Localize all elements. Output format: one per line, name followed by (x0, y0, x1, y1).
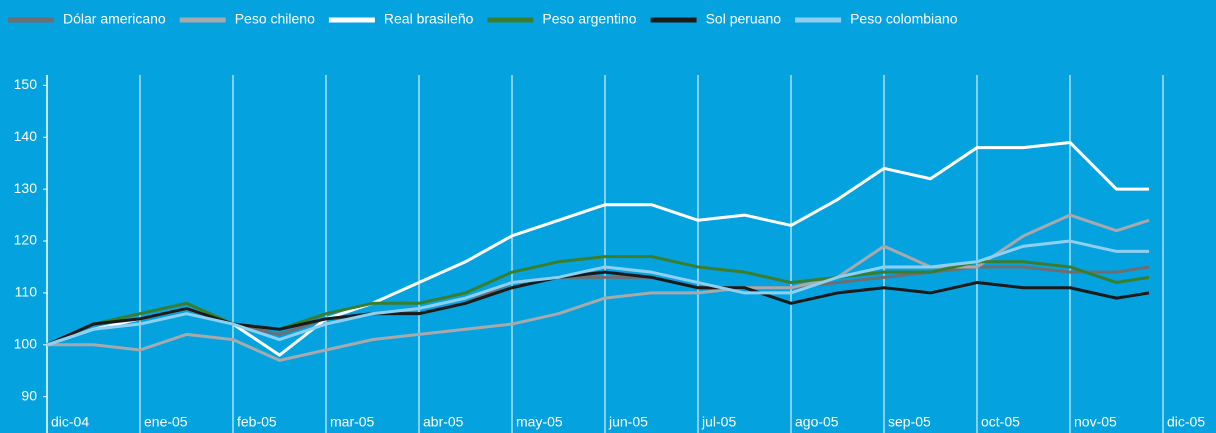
y-tick-label: 90 (21, 387, 37, 403)
x-tick-label: oct-05 (981, 414, 1020, 430)
x-tick-label: jun-05 (608, 414, 648, 430)
x-tick-label: dic-04 (51, 414, 89, 430)
legend-label: Peso chileno (235, 11, 315, 27)
legend-label: Sol peruano (706, 11, 782, 27)
y-tick-label: 140 (14, 128, 38, 144)
x-tick-label: ago-05 (795, 414, 839, 430)
x-tick-label: abr-05 (423, 414, 464, 430)
y-tick-label: 130 (14, 180, 38, 196)
x-tick-label: nov-05 (1074, 414, 1117, 430)
x-tick-label: mar-05 (330, 414, 375, 430)
legend-label: Real brasileño (384, 11, 474, 27)
y-tick-label: 110 (15, 284, 38, 300)
x-tick-label: feb-05 (237, 414, 277, 430)
x-tick-label: sep-05 (888, 414, 931, 430)
legend-label: Dólar americano (63, 11, 166, 27)
series-line (46, 270, 1150, 347)
series-line (46, 265, 1150, 347)
series-line (46, 140, 1150, 357)
legend-label: Peso argentino (542, 11, 636, 27)
y-tick-label: 150 (14, 76, 38, 92)
legend-label: Peso colombiano (850, 11, 958, 27)
x-tick-label: ene-05 (144, 414, 188, 430)
x-tick-label: may-05 (516, 414, 563, 430)
y-tick-label: 120 (14, 232, 38, 248)
series-line (46, 239, 1150, 347)
y-tick-label: 100 (14, 336, 38, 352)
x-tick-label: jul-05 (701, 414, 736, 430)
series-line (47, 213, 1150, 362)
x-tick-label: dic-05 (1167, 414, 1205, 430)
